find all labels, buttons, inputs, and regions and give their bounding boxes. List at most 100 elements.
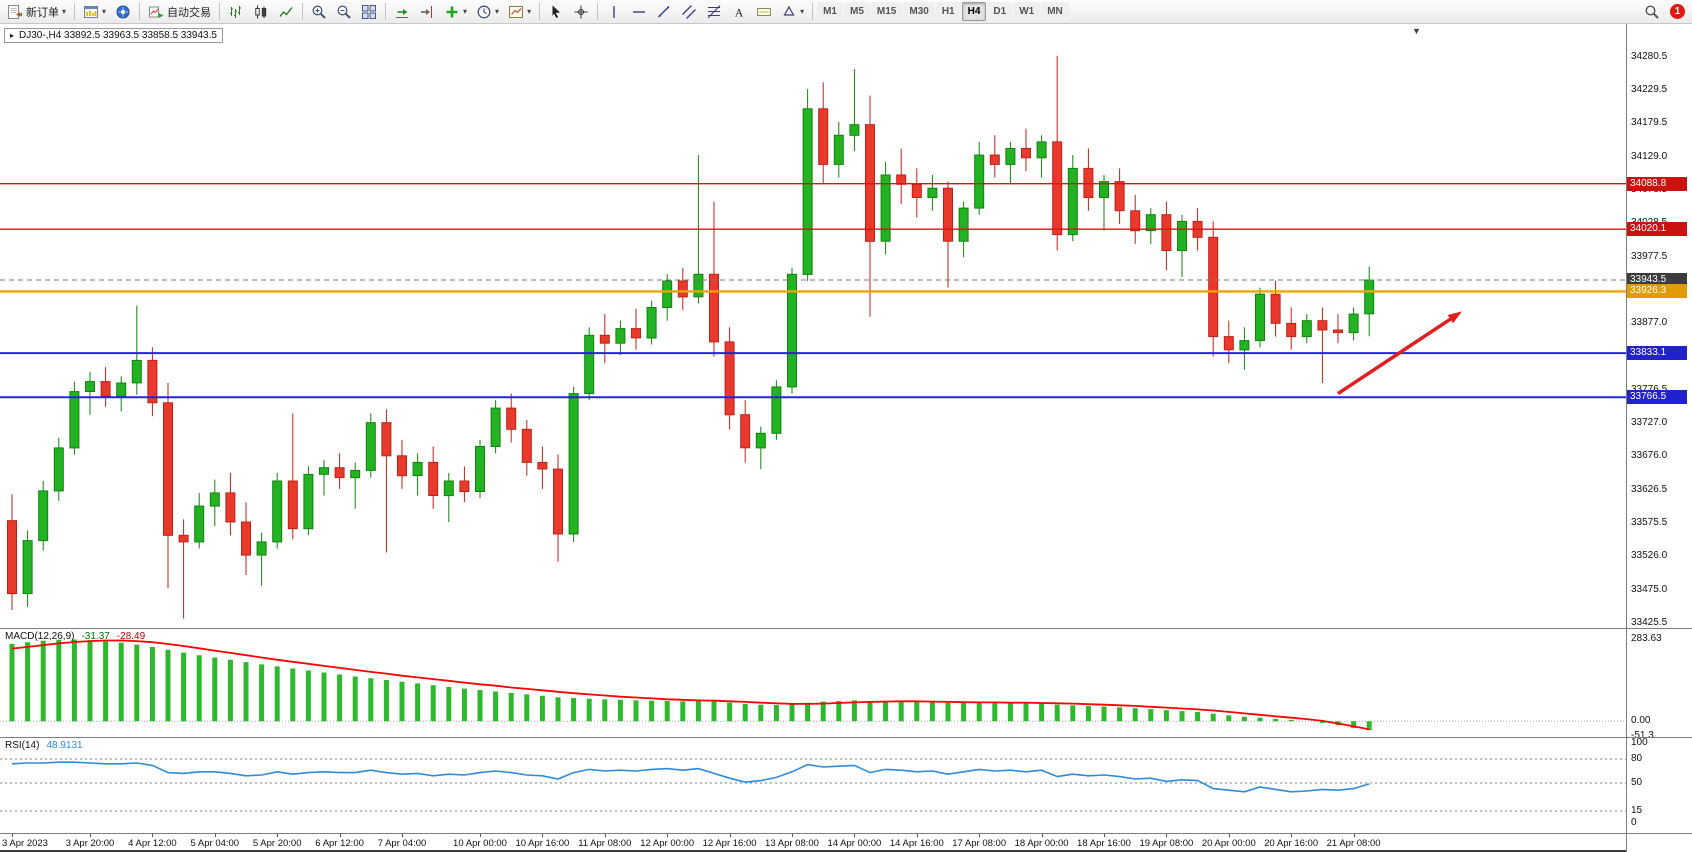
cursor-button[interactable]: [544, 1, 568, 22]
candle-body: [272, 480, 283, 543]
candle-body: [615, 328, 626, 344]
timeframe-h4-button[interactable]: H4: [961, 2, 987, 21]
periods-button[interactable]: ▾: [472, 1, 503, 22]
candle-body: [1239, 340, 1250, 351]
crosshair-button[interactable]: [569, 1, 593, 22]
timeframe-m30-button[interactable]: M30: [903, 2, 935, 21]
time-axis-label: 12 Apr 00:00: [640, 838, 695, 849]
time-axis-label: 11 Apr 08:00: [578, 838, 632, 849]
line-chart-icon: [278, 4, 294, 20]
horizontal-line-button[interactable]: [627, 1, 651, 22]
timeframe-m1-button[interactable]: M1: [817, 2, 843, 21]
candle-body: [1223, 336, 1234, 351]
channel-button[interactable]: [677, 1, 701, 22]
candle-body: [553, 468, 563, 535]
candle-body: [724, 341, 735, 416]
candle-body: [225, 492, 236, 523]
collapse-triangle-icon[interactable]: ▸: [10, 30, 15, 40]
candle-body: [927, 187, 938, 198]
candle-body: [865, 124, 875, 242]
shapes-button[interactable]: ▾: [777, 1, 808, 22]
shapes-icon: [781, 4, 797, 20]
timeframe-m15-button[interactable]: M15: [870, 2, 903, 21]
rsi-axis-label: 100: [1631, 737, 1648, 748]
new-order-button[interactable]: 新订单 ▾: [3, 1, 70, 22]
candle-body: [880, 174, 891, 242]
search-button[interactable]: [1640, 1, 1664, 22]
time-tick: [339, 834, 341, 837]
candlestick-chart-button[interactable]: [249, 1, 273, 22]
label-button[interactable]: [752, 1, 776, 22]
macd-name: MACD(12,26,9): [5, 631, 75, 642]
toolbar-separator: [812, 3, 814, 20]
trendline-button[interactable]: [652, 1, 676, 22]
candle-body: [1317, 320, 1328, 331]
chart-title: DJ30-,H4 33892.5 33963.5 33858.5 33943.5: [19, 30, 217, 41]
chart-shift-marker[interactable]: ▼: [1412, 26, 1421, 36]
panel-divider[interactable]: [0, 737, 1692, 738]
panel-divider[interactable]: [0, 628, 1692, 629]
candle-body: [1099, 181, 1109, 199]
timeframe-h1-button[interactable]: H1: [935, 2, 961, 21]
autotrading-button[interactable]: 自动交易: [144, 1, 215, 22]
chart-shift-button[interactable]: [415, 1, 439, 22]
timeframe-d1-button[interactable]: D1: [987, 2, 1013, 21]
fibonacci-button[interactable]: [702, 1, 726, 22]
rsi-chart[interactable]: [0, 738, 1626, 833]
trend-arrow-head[interactable]: [1447, 311, 1462, 324]
rsi-value: 48.9131: [46, 740, 83, 751]
toolbar-separator: [139, 3, 141, 20]
candle-body: [412, 461, 423, 477]
timeframe-w1-button[interactable]: W1: [1013, 2, 1041, 21]
notification-badge[interactable]: 1: [1670, 4, 1685, 19]
time-tick: [542, 834, 544, 837]
price-chart[interactable]: [0, 24, 1626, 628]
zoom-in-button[interactable]: [307, 1, 331, 22]
time-tick: [214, 834, 216, 837]
candle-body: [459, 480, 470, 493]
time-axis-label: 7 Apr 04:00: [377, 838, 427, 849]
time-axis-label: 4 Apr 12:00: [128, 838, 177, 849]
horizontal-line-icon: [631, 4, 647, 20]
candle-body: [334, 467, 345, 479]
candle-body: [1348, 313, 1359, 334]
macd-signal-line: [11, 639, 1370, 731]
profiles-button[interactable]: [111, 1, 135, 22]
time-axis: 3 Apr 2023 3 Apr 20:00 4 Apr 12:00 5 Apr 04…: [0, 834, 1626, 852]
candle-body: [131, 359, 142, 384]
candle-body: [1052, 141, 1063, 236]
line-chart-button[interactable]: [274, 1, 298, 22]
macd-chart[interactable]: [0, 629, 1626, 737]
new-chart-button[interactable]: ▾: [79, 1, 110, 22]
text-button[interactable]: A: [727, 1, 751, 22]
time-axis-label: 3 Apr 20:00: [65, 838, 115, 849]
templates-button[interactable]: ▾: [504, 1, 535, 22]
timeframe-m5-button[interactable]: M5: [844, 2, 870, 21]
macd-signal-value: -28.49: [116, 631, 146, 642]
zoom-out-button[interactable]: [332, 1, 356, 22]
trend-arrow[interactable]: [1337, 314, 1456, 396]
candlestick-chart-icon: [253, 4, 269, 20]
candle-body: [194, 505, 205, 543]
time-tick: [152, 834, 154, 837]
time-tick: [277, 834, 279, 837]
search-icon: [1644, 4, 1660, 20]
profiles-icon: [115, 4, 131, 20]
auto-scroll-button[interactable]: [390, 1, 414, 22]
candle-body: [989, 154, 1000, 165]
candle-body: [802, 108, 813, 275]
chevron-down-icon: ▾: [62, 6, 67, 16]
candle-body: [1301, 320, 1312, 338]
timeframe-mn-button[interactable]: MN: [1041, 2, 1069, 21]
chart-area[interactable]: ▸ DJ30-,H4 33892.5 33963.5 33858.5 33943…: [0, 24, 1692, 852]
candle-body: [771, 386, 782, 434]
candle-body: [709, 273, 719, 343]
time-tick: [1041, 834, 1043, 837]
vertical-line-button[interactable]: [602, 1, 626, 22]
bar-chart-button[interactable]: [224, 1, 248, 22]
tile-windows-button[interactable]: [357, 1, 381, 22]
tile-windows-icon: [361, 4, 377, 20]
indicators-button[interactable]: ▾: [440, 1, 471, 22]
time-tick: [1291, 834, 1293, 837]
candle-body: [911, 183, 922, 199]
